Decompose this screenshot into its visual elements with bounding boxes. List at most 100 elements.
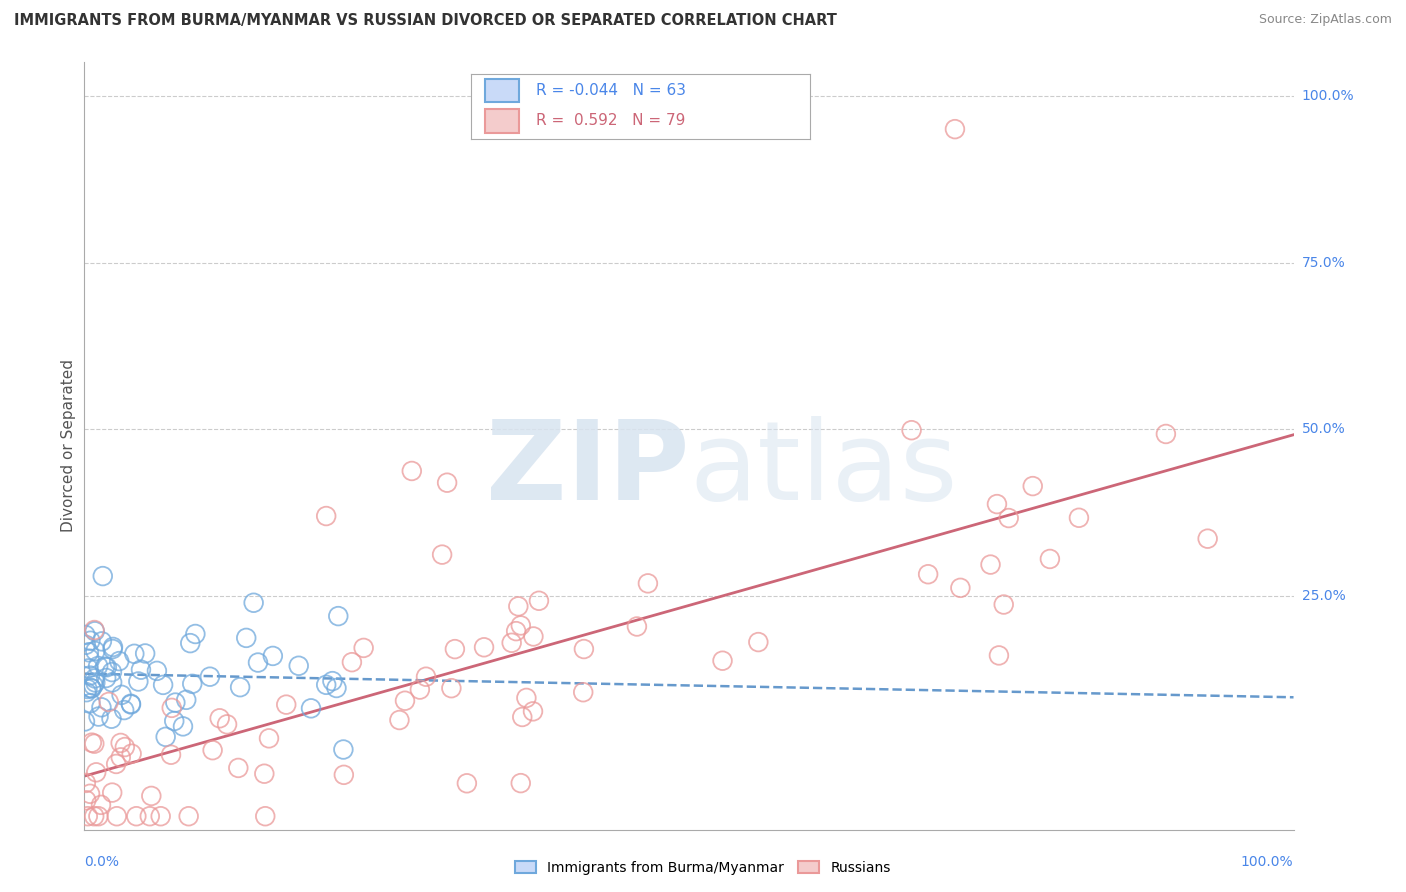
Point [75,638,97,652]
Text: 75.0%: 75.0% [1302,256,1346,269]
Point [160,701,183,715]
Point [262,648,284,663]
Point [415,670,437,684]
Point [509,618,531,632]
Point [522,630,544,644]
Point [112,703,135,717]
Point [1039,552,1062,566]
Point [201,743,224,757]
Point [75,776,97,790]
Point [146,664,169,678]
Point [637,576,659,591]
Point [1197,532,1219,546]
Point [226,761,249,775]
Point [353,640,375,655]
Point [90,700,112,714]
Point [340,655,363,669]
Point [79,633,101,648]
Point [315,509,337,524]
Point [394,694,416,708]
Point [900,423,922,437]
Point [79,787,101,801]
Point [84,675,107,690]
Point [472,640,495,655]
Point [444,642,467,657]
Point [184,627,207,641]
Point [160,747,183,762]
Point [80,736,103,750]
Point [83,809,105,823]
Y-axis label: Divorced or Separated: Divorced or Separated [60,359,76,533]
Point [101,675,124,690]
Point [1022,479,1045,493]
Point [152,678,174,692]
Point [75,628,97,642]
Point [179,636,201,650]
Point [105,756,128,771]
Point [509,776,531,790]
Point [522,704,544,718]
Point [124,647,146,661]
Point [121,747,143,761]
Point [101,640,124,654]
Point [83,623,105,637]
Point [76,681,98,696]
Point [105,809,128,823]
Point [328,609,350,624]
Point [626,619,648,633]
Point [101,786,124,800]
Point [997,511,1019,525]
Point [87,809,110,823]
Point [77,661,100,675]
Point [208,711,231,725]
Point [276,698,298,712]
Point [572,642,595,657]
Point [82,678,104,692]
Point [84,765,107,780]
Point [120,698,142,712]
Point [299,701,322,715]
Point [79,668,101,682]
Point [229,680,252,694]
Point [80,681,103,695]
Point [943,122,966,136]
Point [73,714,96,729]
Point [198,670,221,684]
Text: Source: ZipAtlas.com: Source: ZipAtlas.com [1258,13,1392,27]
Point [94,659,117,673]
Point [76,809,98,823]
Point [141,789,163,803]
Point [125,809,148,823]
Point [332,742,354,756]
Point [129,663,152,677]
Text: atlas: atlas [689,416,957,523]
Text: 0.0%: 0.0% [84,855,120,869]
Point [505,624,527,639]
Text: 50.0%: 50.0% [1302,422,1346,436]
Point [254,809,277,823]
Point [83,624,105,639]
Point [401,464,423,478]
Point [253,766,276,780]
Point [181,677,204,691]
Point [90,634,112,648]
Point [100,712,122,726]
Point [172,719,194,733]
Text: 25.0%: 25.0% [1302,589,1346,603]
Point [90,797,112,812]
Point [246,656,269,670]
Point [174,693,197,707]
Point [120,697,142,711]
Point [127,674,149,689]
Point [235,631,257,645]
Point [986,497,1008,511]
Point [508,599,530,614]
Point [97,695,120,709]
Point [155,730,177,744]
Point [101,642,124,657]
Point [242,596,264,610]
Legend: Immigrants from Burma/Myanmar, Russians: Immigrants from Burma/Myanmar, Russians [510,855,896,880]
Point [527,594,550,608]
Point [501,636,523,650]
Point [436,475,458,490]
